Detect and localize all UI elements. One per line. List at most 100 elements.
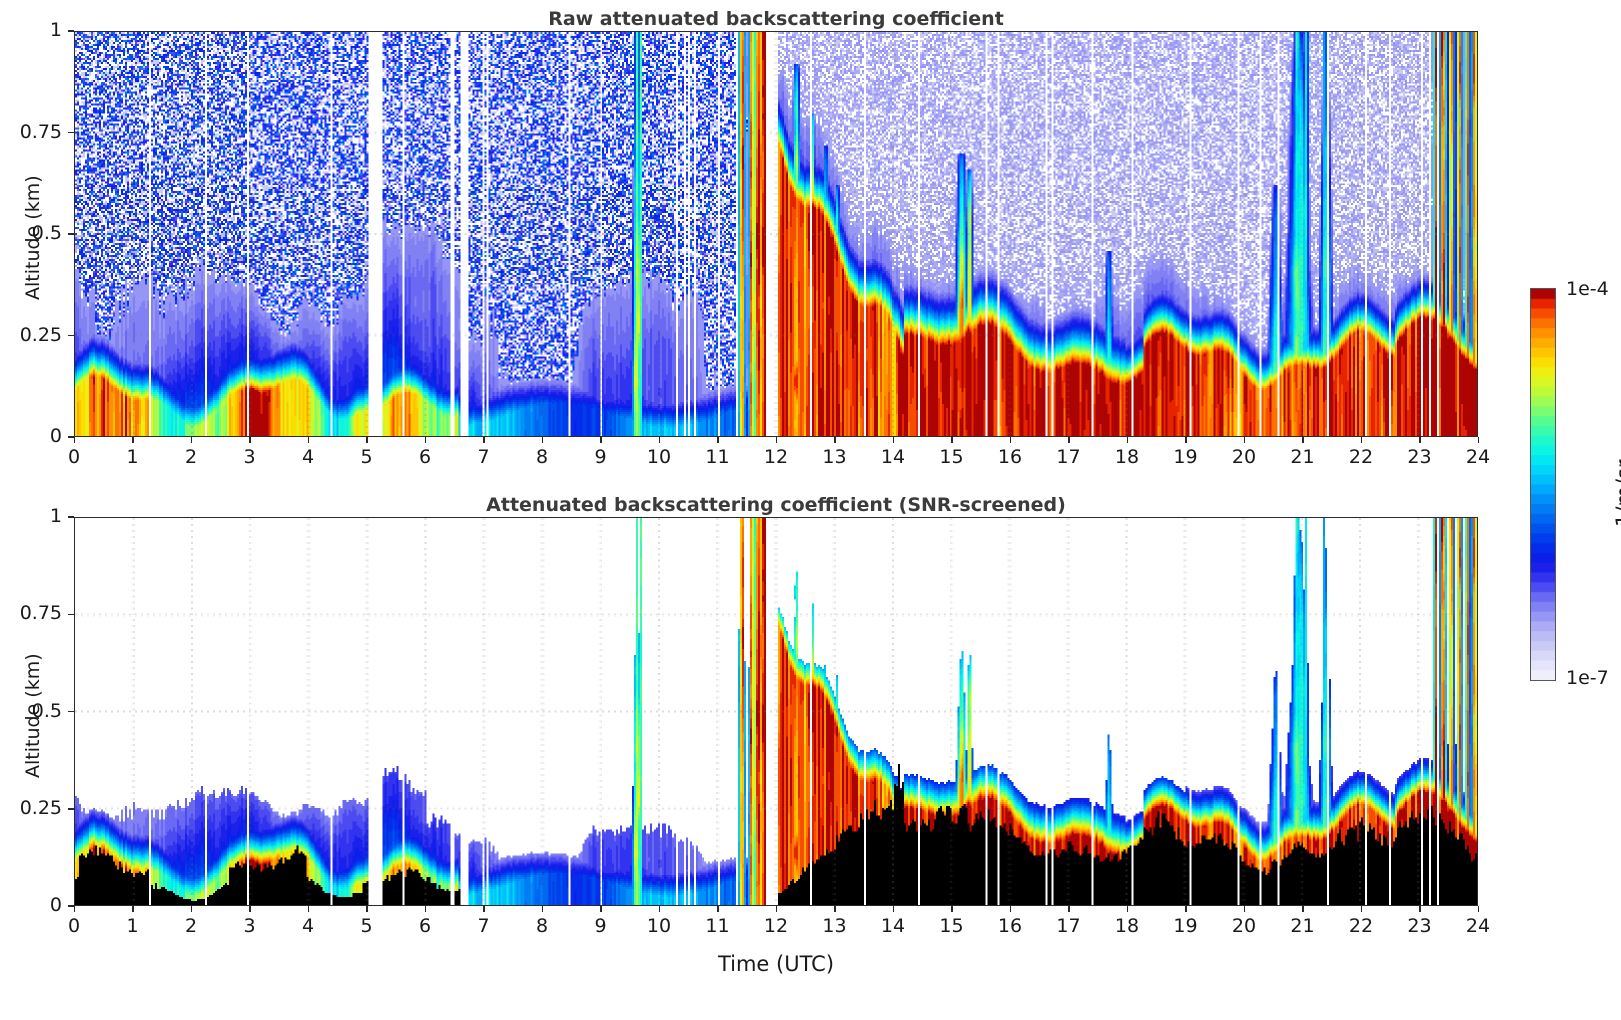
x-tick-mark — [1360, 437, 1362, 443]
x-tick-label-8: 8 — [535, 446, 549, 468]
y-tick-mark — [68, 131, 74, 134]
x-tick-label-3: 3 — [243, 915, 256, 937]
panel-2-plot-area[interactable] — [74, 517, 1478, 906]
x-tick-label-6: 6 — [418, 915, 432, 937]
x-tick-label-12: 12 — [763, 915, 789, 937]
colorbar-max-label: 1e-4 — [1566, 278, 1609, 300]
y-tick-mark — [68, 233, 74, 235]
x-tick-label-4: 4 — [301, 915, 315, 937]
x-tick-mark — [775, 906, 777, 912]
x-tick-mark — [658, 906, 660, 912]
x-tick-mark — [424, 437, 426, 443]
x-tick-mark — [1068, 437, 1070, 443]
x-tick-label-15: 15 — [939, 446, 964, 468]
x-tick-mark — [834, 906, 836, 912]
x-tick-label-22: 22 — [1348, 915, 1374, 937]
x-tick-label-5: 5 — [360, 446, 373, 468]
x-tick-mark — [600, 906, 602, 912]
x-tick-label-24: 24 — [1465, 915, 1491, 937]
y-tick-mark — [68, 808, 74, 810]
x-tick-mark — [541, 906, 543, 912]
x-tick-label-13: 13 — [822, 446, 847, 468]
x-tick-mark — [366, 437, 368, 443]
x-tick-label-10: 10 — [646, 446, 672, 468]
colorbar-min-label: 1e-7 — [1566, 667, 1609, 689]
x-tick-mark — [1419, 906, 1421, 912]
x-tick-mark — [483, 437, 485, 443]
x-tick-mark — [132, 437, 134, 443]
x-tick-label-17: 17 — [1056, 915, 1081, 937]
y-tick-label-0: 0 — [49, 425, 62, 447]
y-tick-label-0: 0 — [49, 894, 62, 916]
x-tick-label-14: 14 — [880, 446, 906, 468]
x-tick-label-19: 19 — [1173, 446, 1198, 468]
x-tick-label-1: 1 — [126, 446, 139, 468]
x-tick-label-2: 2 — [184, 446, 198, 468]
x-tick-label-7: 7 — [477, 446, 490, 468]
x-tick-label-22: 22 — [1348, 446, 1374, 468]
colorbar[interactable] — [1530, 288, 1556, 681]
y-tick-mark — [68, 516, 74, 518]
x-tick-mark — [249, 437, 251, 443]
x-tick-mark — [775, 437, 777, 443]
x-tick-mark — [1009, 906, 1011, 912]
x-tick-label-4: 4 — [301, 446, 315, 468]
x-tick-mark — [1126, 906, 1128, 912]
x-tick-mark — [483, 906, 485, 912]
x-tick-mark — [1243, 906, 1245, 912]
x-tick-label-21: 21 — [1290, 446, 1315, 468]
x-tick-mark — [541, 437, 543, 443]
x-tick-mark — [951, 437, 953, 443]
x-tick-mark — [1068, 906, 1070, 912]
x-tick-mark — [1243, 437, 1245, 443]
x-tick-mark — [190, 437, 192, 443]
x-tick-mark — [424, 906, 426, 912]
y-tick-mark — [68, 436, 74, 438]
x-tick-mark — [834, 437, 836, 443]
y-tick-mark — [68, 613, 74, 615]
x-tick-mark — [1185, 437, 1187, 443]
x-tick-mark — [1126, 437, 1128, 443]
x-tick-label-10: 10 — [646, 915, 672, 937]
x-tick-label-24: 24 — [1465, 446, 1491, 468]
x-tick-label-16: 16 — [997, 446, 1023, 468]
x-tick-label-20: 20 — [1231, 446, 1257, 468]
x-tick-mark — [1302, 906, 1304, 912]
x-tick-label-1: 1 — [126, 915, 139, 937]
x-tick-mark — [73, 906, 75, 912]
x-tick-mark — [600, 437, 602, 443]
x-tick-mark — [717, 437, 719, 443]
y-tick-label-0.75: 0.75 — [19, 602, 62, 625]
x-tick-label-16: 16 — [997, 915, 1023, 937]
x-tick-mark — [1477, 906, 1479, 912]
y-tick-label-0.75: 0.75 — [19, 120, 62, 143]
panel-2-title: Attenuated backscattering coefficient (S… — [486, 494, 1066, 516]
x-tick-label-14: 14 — [880, 915, 906, 937]
x-tick-mark — [1360, 906, 1362, 912]
x-tick-label-11: 11 — [705, 446, 730, 468]
x-tick-label-20: 20 — [1231, 915, 1257, 937]
x-tick-mark — [249, 906, 251, 912]
y-tick-mark — [68, 334, 74, 337]
x-tick-label-19: 19 — [1173, 915, 1198, 937]
x-tick-mark — [1419, 437, 1421, 443]
x-tick-label-17: 17 — [1056, 446, 1081, 468]
y-tick-label-1: 1 — [49, 19, 62, 41]
y-tick-label-0.25: 0.25 — [19, 796, 62, 819]
x-tick-mark — [1477, 437, 1479, 443]
x-tick-label-8: 8 — [535, 915, 549, 937]
y-tick-mark — [68, 710, 74, 713]
x-tick-mark — [132, 906, 134, 912]
x-tick-mark — [892, 437, 894, 443]
x-tick-mark — [307, 906, 309, 912]
x-tick-mark — [717, 906, 719, 912]
x-tick-label-21: 21 — [1290, 915, 1315, 937]
x-tick-mark — [366, 906, 368, 912]
x-tick-mark — [1185, 906, 1187, 912]
panel-1-plot-area[interactable] — [74, 31, 1478, 437]
x-tick-label-12: 12 — [763, 446, 789, 468]
x-tick-label-23: 23 — [1407, 915, 1432, 937]
x-tick-label-5: 5 — [360, 915, 373, 937]
x-tick-label-11: 11 — [705, 915, 730, 937]
